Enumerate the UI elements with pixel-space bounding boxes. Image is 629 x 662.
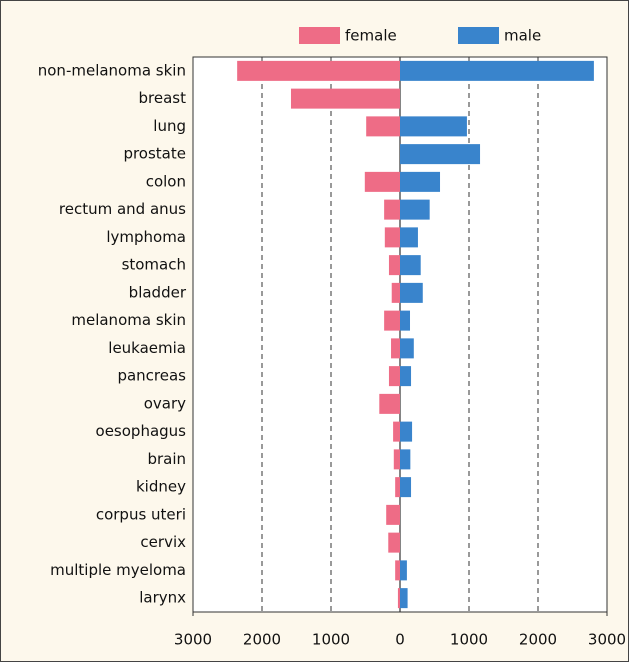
legend-label: female	[345, 27, 397, 45]
bar	[400, 477, 412, 498]
y-tick-label: rectum and anus	[59, 200, 186, 218]
bar	[397, 588, 400, 609]
bar	[379, 393, 400, 414]
bar	[388, 532, 400, 553]
bar	[400, 421, 413, 442]
y-tick-label: lung	[153, 117, 186, 135]
bar	[391, 282, 400, 303]
x-tick-label: 1000	[312, 631, 350, 649]
bar	[400, 449, 411, 470]
y-tick-label: non-melanoma skin	[38, 61, 186, 79]
bar	[391, 338, 400, 359]
bar	[395, 477, 400, 498]
bar	[237, 60, 400, 81]
bar	[400, 60, 594, 81]
y-tick-label: kidney	[136, 478, 186, 496]
y-tick-label: prostate	[123, 145, 186, 163]
y-tick-label: colon	[146, 172, 186, 190]
legend-label: male	[504, 27, 541, 45]
y-tick-label: leukaemia	[108, 339, 186, 357]
bar	[400, 310, 411, 331]
bar	[366, 116, 400, 137]
y-tick-label: bladder	[129, 283, 187, 301]
x-tick-label: 1000	[450, 631, 488, 649]
y-tick-label: ovary	[144, 394, 186, 412]
bar	[400, 199, 430, 220]
y-tick-label: larynx	[139, 589, 186, 607]
bar	[400, 588, 408, 609]
bar	[386, 504, 400, 525]
y-tick-label: brain	[147, 450, 186, 468]
bar	[395, 560, 400, 581]
bar	[400, 171, 441, 192]
bar	[384, 310, 400, 331]
x-tick-label: 0	[395, 631, 405, 649]
bar	[364, 171, 400, 192]
y-tick-label: pancreas	[117, 367, 186, 385]
legend-swatch	[299, 27, 340, 44]
legend-swatch	[458, 27, 499, 44]
y-tick-label: stomach	[122, 256, 186, 274]
x-tick-label: 2000	[243, 631, 281, 649]
bar	[400, 255, 421, 276]
bar	[384, 199, 400, 220]
bar	[400, 227, 418, 248]
y-tick-label: lymphoma	[106, 228, 186, 246]
bar	[400, 144, 481, 165]
x-tick-label: 3000	[588, 631, 626, 649]
bar	[400, 338, 414, 359]
x-tick-label: 2000	[519, 631, 557, 649]
y-tick-label: oesophagus	[96, 422, 187, 440]
bar	[388, 255, 400, 276]
y-tick-label: melanoma skin	[71, 311, 186, 329]
bar	[384, 227, 400, 248]
x-tick-label: 3000	[174, 631, 212, 649]
bar	[393, 449, 400, 470]
bar	[400, 282, 423, 303]
y-tick-label: corpus uteri	[96, 505, 186, 523]
bar	[400, 116, 467, 137]
bar	[388, 366, 400, 387]
bar	[400, 366, 412, 387]
y-tick-label: cervix	[140, 533, 186, 551]
bar	[400, 560, 407, 581]
y-tick-label: multiple myeloma	[50, 561, 186, 579]
y-tick-label: breast	[139, 89, 187, 107]
bar	[290, 88, 400, 109]
bar	[393, 421, 400, 442]
